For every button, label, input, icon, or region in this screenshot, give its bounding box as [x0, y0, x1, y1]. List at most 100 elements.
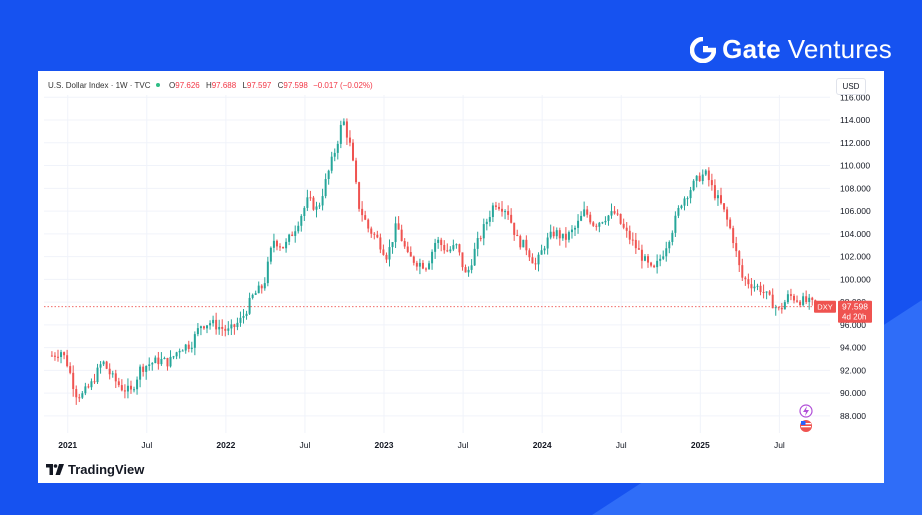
y-tick-label: 110.000 — [840, 161, 870, 171]
candle-body — [81, 393, 84, 398]
candle-body — [339, 124, 342, 144]
candle-body — [166, 357, 169, 367]
candle-body — [504, 211, 507, 213]
candle-body — [686, 198, 689, 200]
candle-body — [811, 297, 814, 300]
candle-body — [53, 355, 56, 357]
candle-body — [303, 207, 306, 216]
candle-body — [756, 285, 759, 287]
candle-body — [90, 381, 93, 388]
candle-body — [774, 307, 777, 309]
price-chart[interactable]: 88.00090.00092.00094.00096.00098.000100.… — [38, 71, 884, 483]
candle-body — [175, 352, 178, 357]
candle-body — [519, 236, 522, 248]
candle-body — [656, 260, 659, 268]
y-tick-label: 108.000 — [840, 183, 871, 193]
brand-header: Gate Ventures — [690, 34, 892, 65]
legend-close: 97.598 — [283, 81, 308, 90]
candle-body — [312, 197, 315, 210]
candle-body — [805, 296, 808, 302]
y-tick-label: 114.000 — [840, 115, 870, 125]
candle-body — [151, 363, 154, 365]
candle-body — [406, 246, 409, 253]
tradingview-logo[interactable]: TradingView — [46, 462, 144, 477]
candle-body — [93, 381, 96, 383]
candle-body — [111, 373, 114, 375]
candle-body — [458, 244, 461, 253]
legend-close-label: C — [277, 81, 284, 90]
candle-body — [345, 121, 348, 138]
legend-open: 97.626 — [175, 81, 200, 90]
candle-body — [266, 261, 269, 284]
candle-body — [586, 209, 589, 215]
candle-body — [394, 223, 397, 243]
candle-body — [421, 262, 424, 269]
candle-body — [771, 294, 774, 309]
candle-body — [595, 225, 598, 227]
candle-body — [428, 263, 431, 270]
candle-body — [473, 248, 476, 266]
candle-body — [574, 227, 577, 230]
gate-logo-icon — [690, 36, 717, 63]
currency-button[interactable]: USD — [836, 78, 866, 95]
candle-body — [440, 239, 443, 246]
candle-body — [400, 229, 403, 242]
brand-subtitle: Ventures — [787, 34, 892, 64]
candle-body — [367, 219, 370, 229]
candle-body — [145, 365, 148, 372]
candle-body — [230, 324, 233, 329]
candle-body — [768, 291, 771, 295]
candle-body — [580, 215, 583, 221]
candle-body — [133, 389, 136, 391]
candle-body — [129, 385, 132, 390]
legend-low-label: L — [242, 81, 247, 90]
candle-body — [160, 358, 163, 365]
tradingview-logo-icon — [46, 464, 64, 475]
candle-body — [476, 238, 479, 249]
candle-body — [592, 222, 595, 226]
candle-body — [72, 372, 75, 390]
candle-body — [424, 268, 427, 270]
candle-body — [315, 206, 318, 210]
candle-body — [726, 209, 729, 220]
market-status-icon — [155, 83, 160, 87]
candle-body — [735, 243, 738, 252]
x-tick-label: 2024 — [533, 440, 552, 450]
candle-body — [452, 245, 455, 250]
candle-body — [117, 381, 120, 386]
candle-body — [123, 390, 126, 392]
candle-body — [291, 234, 294, 236]
candle-body — [263, 283, 266, 289]
candle-body — [154, 357, 157, 364]
x-tick-label: 2022 — [216, 440, 235, 450]
y-tick-label: 112.000 — [840, 138, 870, 148]
candle-body — [254, 293, 257, 295]
candle-body — [522, 239, 525, 248]
candle-body — [351, 142, 354, 161]
candle-body — [434, 242, 437, 252]
candle-body — [418, 262, 421, 267]
candle-body — [601, 222, 604, 224]
candle-body — [753, 286, 756, 289]
x-tick-label: Jul — [141, 440, 152, 450]
candle-body — [105, 361, 108, 369]
candle-body — [543, 248, 546, 251]
candle-body — [379, 237, 382, 250]
candle-body — [409, 252, 412, 257]
y-tick-label: 100.000 — [840, 274, 871, 284]
candle-body — [674, 215, 677, 233]
candle-body — [647, 256, 650, 263]
candle-body — [710, 180, 713, 186]
candle-body — [415, 262, 418, 267]
candle-body — [342, 121, 345, 125]
candle-body — [60, 352, 63, 358]
candle-body — [713, 185, 716, 199]
candle-body — [625, 227, 628, 231]
candle-body — [723, 203, 726, 210]
candle-body — [488, 217, 491, 222]
candle-body — [412, 256, 415, 263]
y-tick-label: 92.000 — [840, 365, 866, 375]
candle-body — [279, 246, 282, 248]
candle-body — [759, 285, 762, 292]
candle-body — [729, 219, 732, 229]
